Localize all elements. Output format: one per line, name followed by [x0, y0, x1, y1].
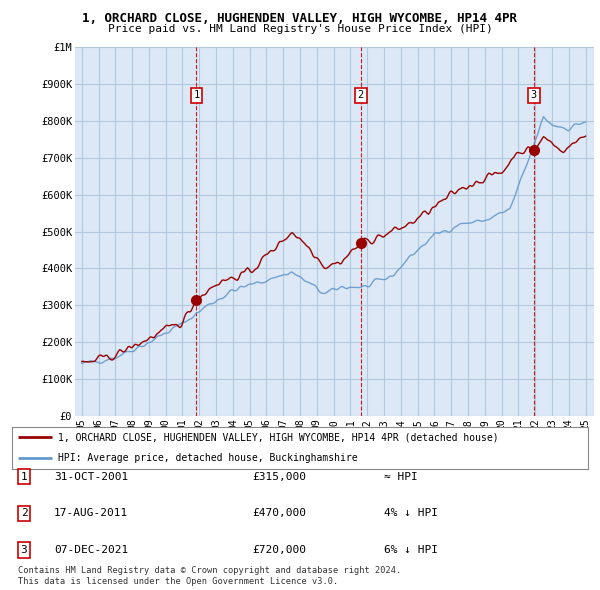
Text: 1: 1: [193, 90, 200, 100]
Text: 2: 2: [20, 509, 28, 518]
Text: £470,000: £470,000: [252, 509, 306, 518]
Text: 3: 3: [20, 545, 28, 555]
Text: 17-AUG-2011: 17-AUG-2011: [54, 509, 128, 518]
Text: HPI: Average price, detached house, Buckinghamshire: HPI: Average price, detached house, Buck…: [58, 454, 358, 463]
Text: Contains HM Land Registry data © Crown copyright and database right 2024.: Contains HM Land Registry data © Crown c…: [18, 566, 401, 575]
Text: 1, ORCHARD CLOSE, HUGHENDEN VALLEY, HIGH WYCOMBE, HP14 4PR: 1, ORCHARD CLOSE, HUGHENDEN VALLEY, HIGH…: [83, 12, 517, 25]
Text: 4% ↓ HPI: 4% ↓ HPI: [384, 509, 438, 518]
Text: 1: 1: [20, 472, 28, 481]
Text: Price paid vs. HM Land Registry's House Price Index (HPI): Price paid vs. HM Land Registry's House …: [107, 24, 493, 34]
Text: 2: 2: [358, 90, 364, 100]
Text: £315,000: £315,000: [252, 472, 306, 481]
Text: 31-OCT-2001: 31-OCT-2001: [54, 472, 128, 481]
Text: 07-DEC-2021: 07-DEC-2021: [54, 545, 128, 555]
Text: This data is licensed under the Open Government Licence v3.0.: This data is licensed under the Open Gov…: [18, 577, 338, 586]
Text: 6% ↓ HPI: 6% ↓ HPI: [384, 545, 438, 555]
Text: 3: 3: [531, 90, 537, 100]
Text: £720,000: £720,000: [252, 545, 306, 555]
Text: ≈ HPI: ≈ HPI: [384, 472, 418, 481]
Text: 1, ORCHARD CLOSE, HUGHENDEN VALLEY, HIGH WYCOMBE, HP14 4PR (detached house): 1, ORCHARD CLOSE, HUGHENDEN VALLEY, HIGH…: [58, 432, 499, 442]
